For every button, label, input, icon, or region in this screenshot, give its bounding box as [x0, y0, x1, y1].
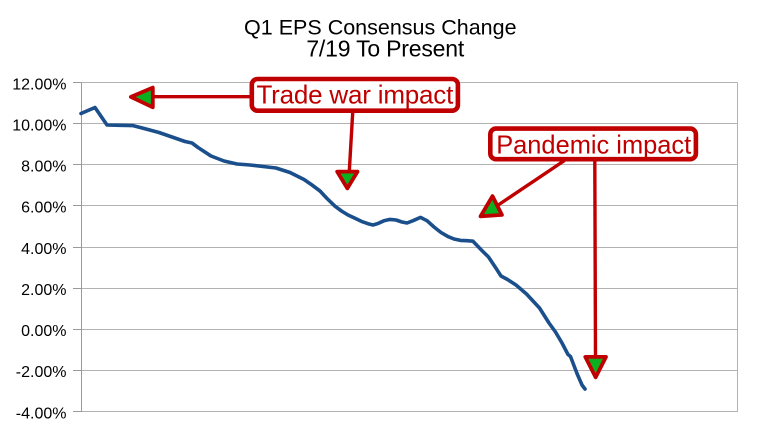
svg-text:6.00%: 6.00%	[21, 200, 66, 217]
svg-text:2.00%: 2.00%	[21, 282, 66, 299]
svg-text:10.00%: 10.00%	[12, 117, 66, 134]
svg-text:4.00%: 4.00%	[21, 241, 66, 258]
svg-text:12.00%: 12.00%	[12, 76, 66, 93]
svg-text:Trade war impact: Trade war impact	[256, 80, 454, 110]
svg-text:0.00%: 0.00%	[21, 323, 66, 340]
svg-text:7/19 To Present: 7/19 To Present	[306, 36, 464, 62]
svg-text:8.00%: 8.00%	[21, 159, 66, 176]
svg-text:Pandemic impact: Pandemic impact	[496, 129, 692, 159]
svg-text:-4.00%: -4.00%	[16, 405, 67, 422]
svg-text:-2.00%: -2.00%	[16, 364, 67, 381]
svg-text:Q1 EPS Consensus Change: Q1 EPS Consensus Change	[244, 15, 517, 39]
